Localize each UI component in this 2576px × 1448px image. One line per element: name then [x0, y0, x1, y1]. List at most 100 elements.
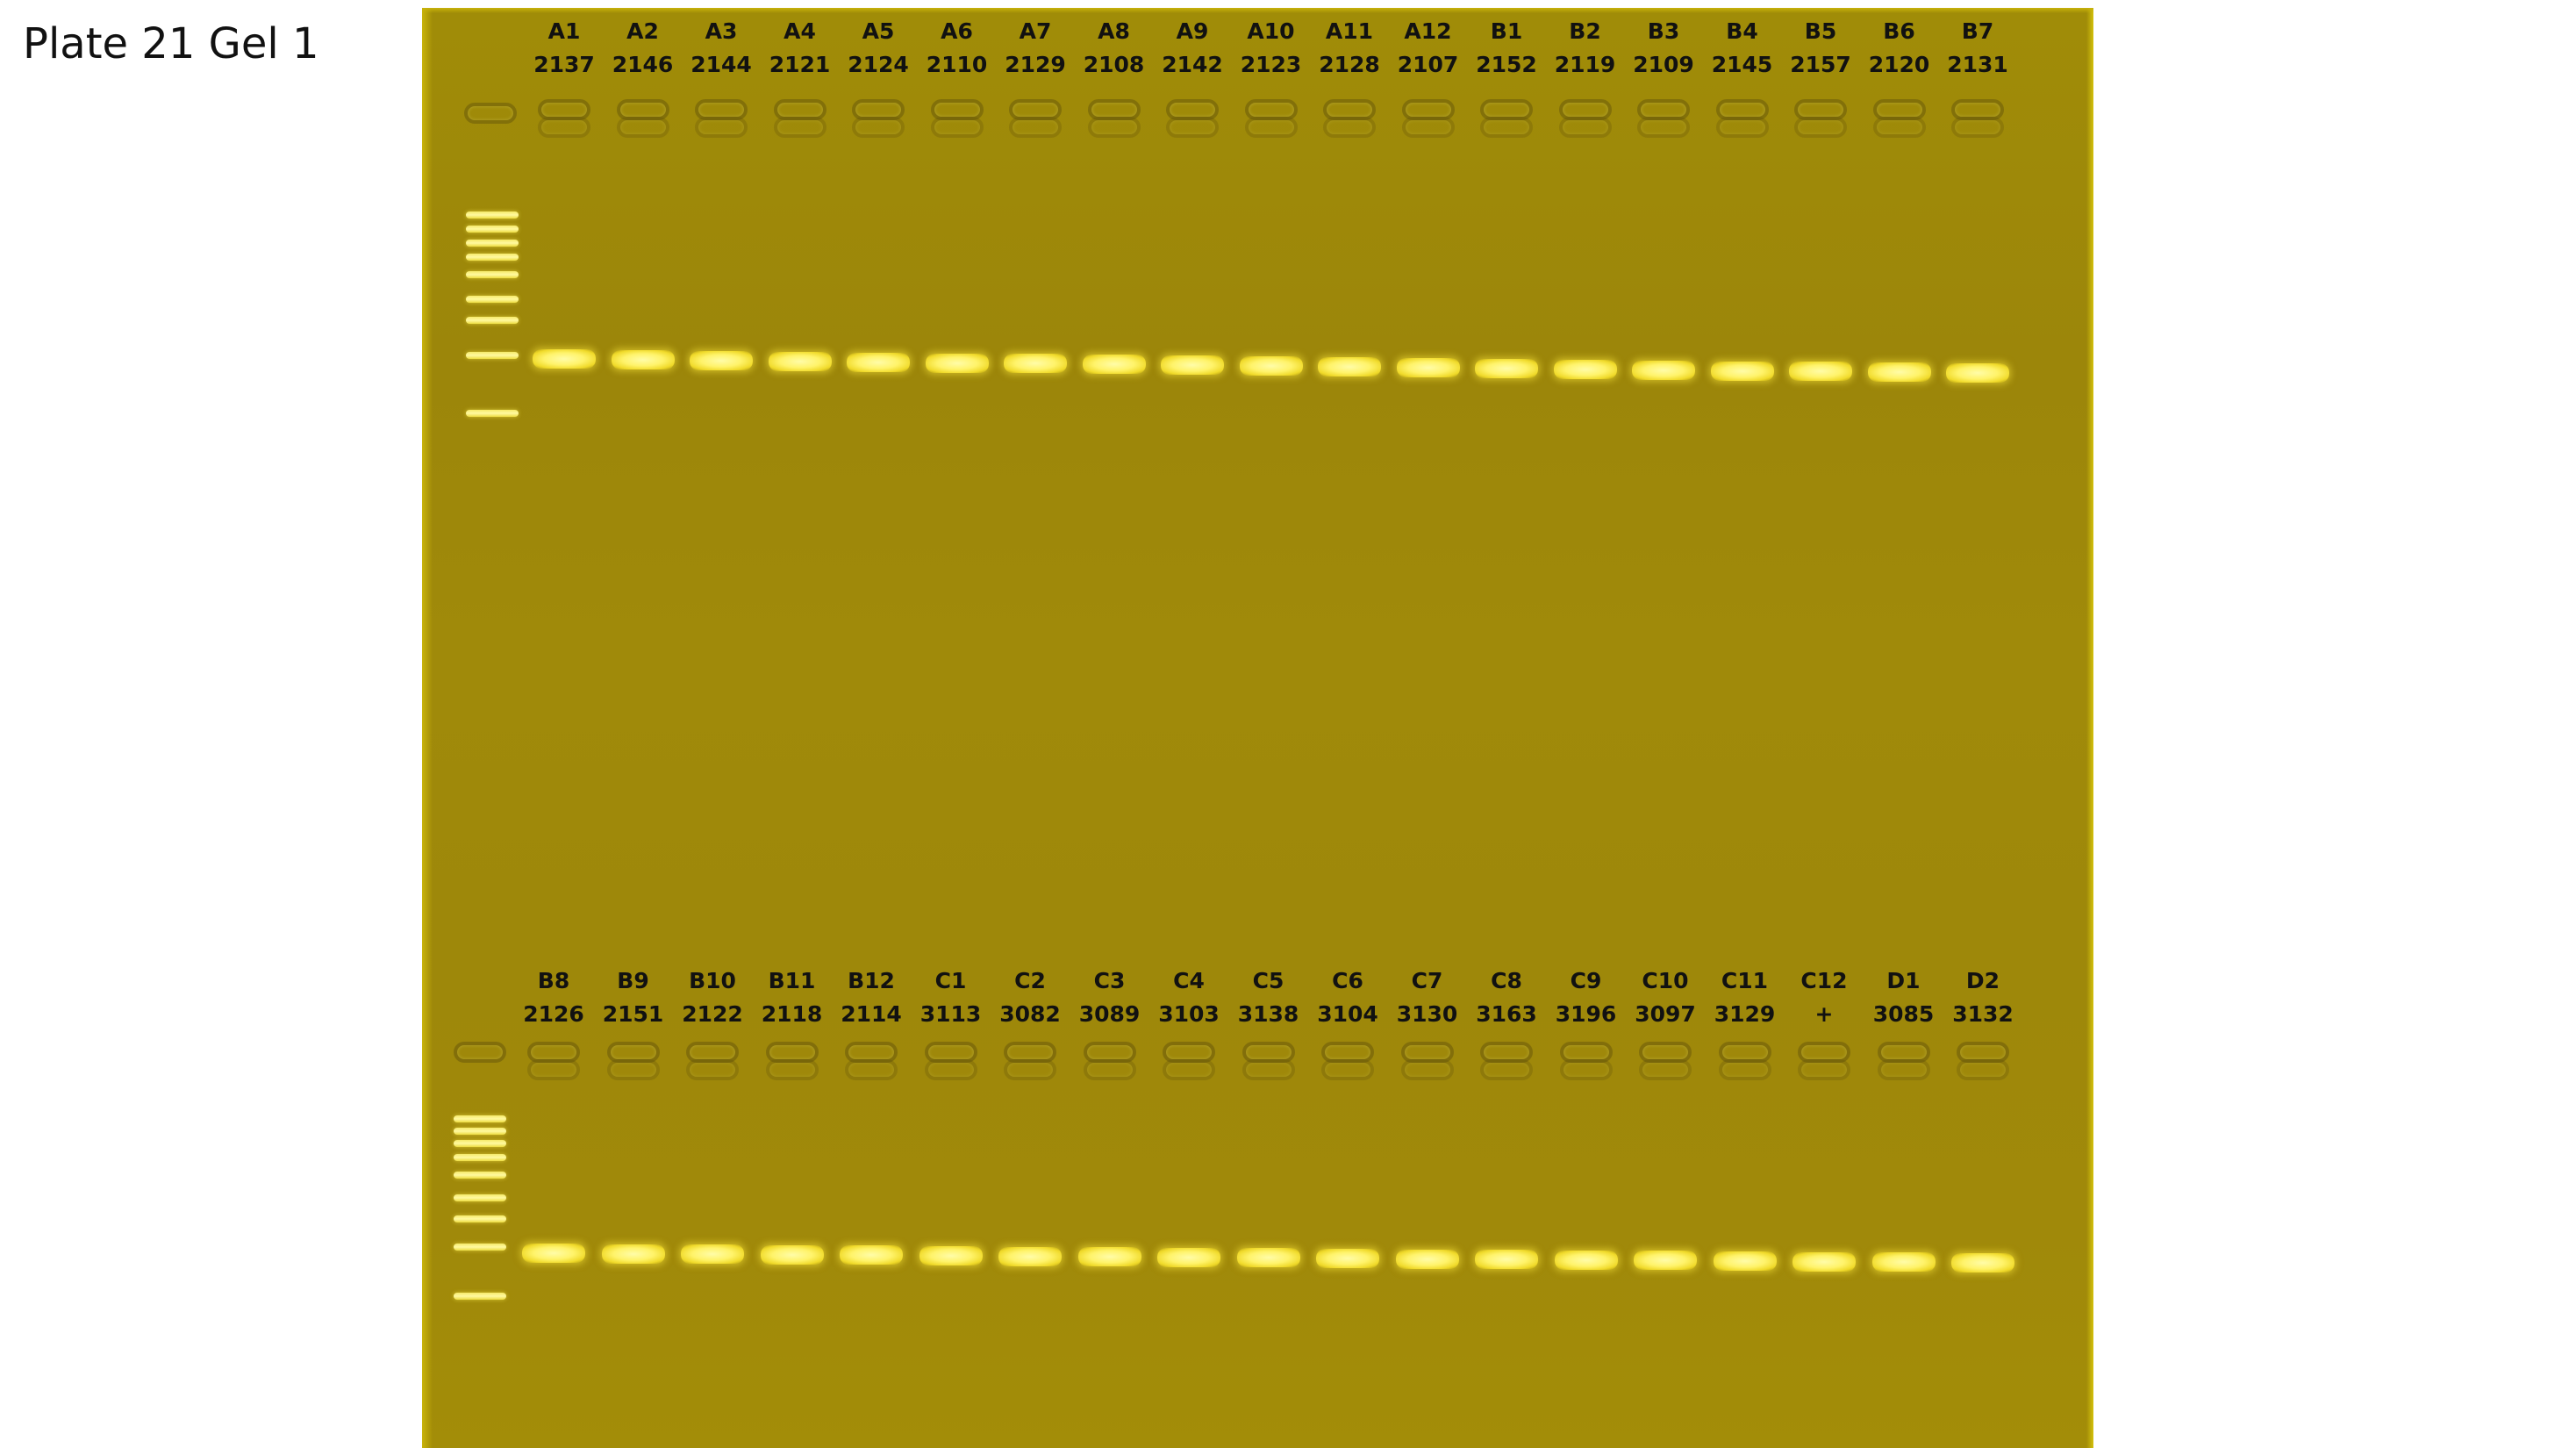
lane-well-id: A8	[1098, 18, 1130, 44]
ladder-band	[454, 1293, 506, 1300]
pcr-band	[847, 352, 910, 372]
pcr-band	[611, 349, 675, 369]
lane-well-id: B12	[848, 968, 895, 993]
lane-label: A10 2123	[1232, 15, 1311, 82]
lane-well-id: A12	[1404, 18, 1452, 44]
sample-well	[538, 99, 590, 120]
lane-well-id: A9	[1176, 18, 1209, 44]
lane-well-id: B4	[1726, 18, 1758, 44]
lane-well-id: A7	[1019, 18, 1052, 44]
lane-well-id: C10	[1642, 968, 1689, 993]
sample-well	[1715, 99, 1769, 120]
sample-well	[765, 1042, 819, 1063]
lane-well-id: B8	[537, 968, 570, 993]
lane-well-id: B2	[1569, 18, 1601, 44]
sample-well	[930, 99, 984, 120]
sample-well	[852, 117, 905, 138]
pcr-band	[1713, 1251, 1777, 1271]
sample-well	[1166, 99, 1219, 120]
lane-well-id: C7	[1411, 968, 1443, 993]
lane-sample-id: 2144	[691, 52, 752, 77]
sample-well	[930, 117, 984, 138]
sample-well	[1877, 1042, 1930, 1063]
pcr-band	[998, 1246, 1062, 1266]
lane-sample-id: 2120	[1868, 52, 1930, 77]
sample-well	[1087, 99, 1141, 120]
lane-well-id: B5	[1804, 18, 1837, 44]
pcr-band	[1004, 354, 1067, 374]
sample-well	[686, 1059, 739, 1080]
ladder-band	[466, 254, 519, 261]
pcr-band	[1867, 362, 1931, 383]
lane-well-id: B9	[617, 968, 649, 993]
lane-label: C5 3138	[1229, 964, 1308, 1031]
sample-well	[773, 99, 826, 120]
lane-sample-id: 2118	[761, 1001, 823, 1027]
lane-well-id: C8	[1491, 968, 1522, 993]
sample-well	[606, 1042, 660, 1063]
sample-well	[1957, 1042, 2009, 1063]
lane-sample-id: 3163	[1476, 1001, 1537, 1027]
sample-well	[1401, 99, 1455, 120]
pcr-band	[925, 353, 989, 373]
lane-label: A11 2128	[1310, 15, 1389, 82]
sample-well	[1480, 1042, 1533, 1063]
pcr-band	[1946, 363, 2009, 384]
ladder-well	[464, 103, 517, 124]
pcr-band	[1396, 357, 1460, 377]
lane-sample-id: 2129	[1005, 52, 1066, 77]
sample-well	[1083, 1042, 1136, 1063]
pcr-band	[1082, 355, 1146, 375]
sample-well	[1166, 117, 1219, 138]
sample-well	[1957, 1059, 2009, 1080]
sample-well	[695, 117, 748, 138]
sample-well	[538, 117, 590, 138]
sample-well	[606, 1059, 660, 1080]
sample-well	[1794, 99, 1847, 120]
pcr-band	[919, 1246, 983, 1265]
sample-well	[1718, 1042, 1771, 1063]
sample-well	[852, 99, 905, 120]
sample-well	[527, 1059, 580, 1080]
lane-sample-id: 2137	[533, 52, 595, 77]
lane-label: B4 2145	[1703, 15, 1782, 82]
lane-well-id: A10	[1247, 18, 1295, 44]
sample-well	[527, 1042, 580, 1063]
sample-well	[1558, 117, 1612, 138]
lane-label: C4 3103	[1149, 964, 1228, 1031]
pcr-band	[760, 1244, 824, 1265]
lane-well-id: C11	[1721, 968, 1769, 993]
lane-label: A7 2129	[996, 15, 1075, 82]
lane-label: A6 2110	[918, 15, 997, 82]
ladder-band	[454, 1115, 506, 1122]
sample-well	[1951, 99, 2004, 120]
lane-label: C1 3113	[912, 964, 991, 1031]
lane-label: B5 2157	[1781, 15, 1860, 82]
lane-sample-id: 3082	[999, 1001, 1061, 1027]
slide-title: Plate 21 Gel 1	[23, 19, 319, 68]
pcr-band	[1157, 1247, 1220, 1267]
sample-well	[1639, 1042, 1692, 1063]
sample-well	[1321, 1042, 1374, 1063]
lane-well-id: C6	[1332, 968, 1363, 993]
lane-well-id: A6	[941, 18, 973, 44]
sample-well	[1004, 1042, 1056, 1063]
lane-sample-id: 3097	[1635, 1001, 1696, 1027]
sample-well	[1715, 117, 1769, 138]
lane-sample-id: 3138	[1237, 1001, 1299, 1027]
pcr-band	[1318, 357, 1381, 376]
sample-well	[1241, 1059, 1295, 1080]
ladder-band	[454, 1172, 506, 1179]
sample-well	[765, 1059, 819, 1080]
lane-label: A9 2142	[1153, 15, 1232, 82]
ladder-band	[454, 1215, 506, 1222]
pcr-band	[1634, 1251, 1697, 1271]
sample-well	[1401, 117, 1455, 138]
lane-sample-id: 2123	[1240, 52, 1302, 77]
ladder-band	[454, 1244, 506, 1251]
lane-well-id: A1	[547, 18, 581, 44]
lane-sample-id: 2124	[848, 52, 909, 77]
pcr-band	[768, 351, 832, 371]
pcr-band	[1161, 355, 1224, 376]
lane-label: C10 3097	[1626, 964, 1705, 1031]
